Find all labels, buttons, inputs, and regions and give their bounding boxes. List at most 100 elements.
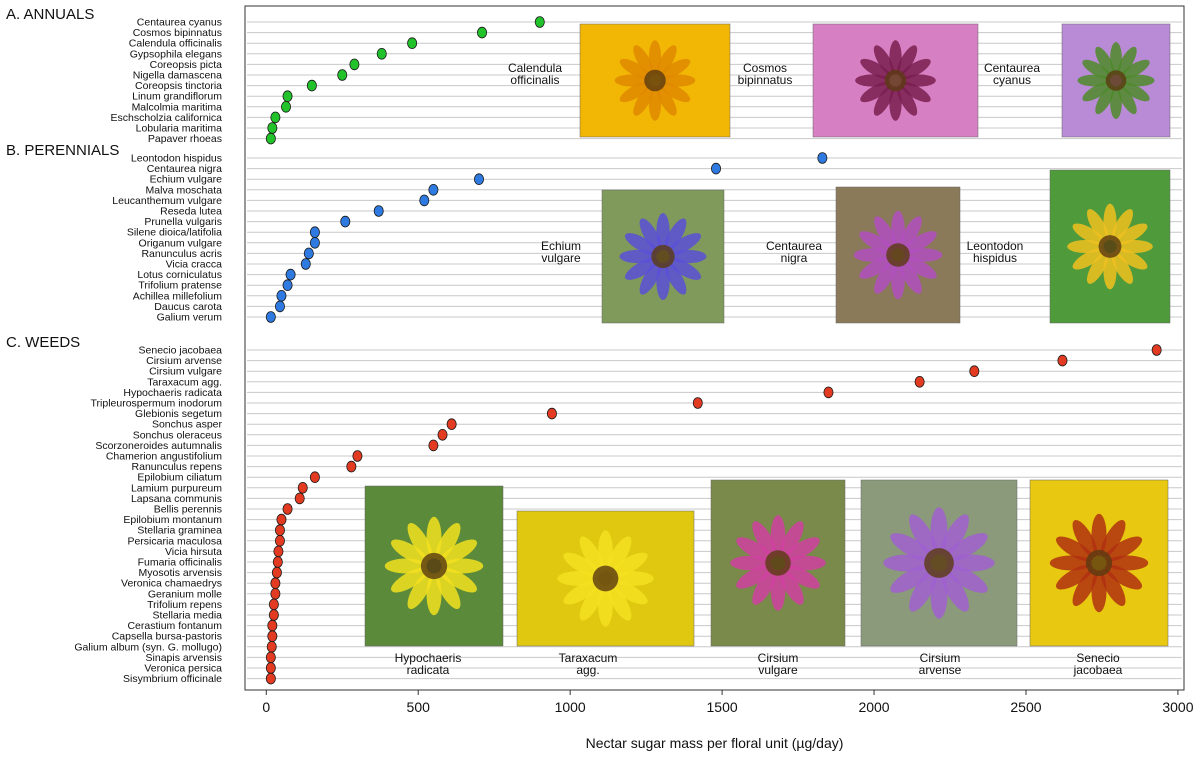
data-point <box>309 237 320 249</box>
species-label: Veronica chamaedrys <box>121 578 222 590</box>
data-point <box>271 566 282 579</box>
data-point <box>276 513 287 526</box>
flower-photo <box>835 186 961 324</box>
photo-centre <box>924 548 954 578</box>
data-point <box>373 205 384 217</box>
photo-caption: cyanus <box>993 73 1031 87</box>
photo-petal <box>563 552 600 577</box>
species-label: Stellaria graminea <box>137 525 222 537</box>
photo-caption: nigra <box>781 251 808 265</box>
data-point <box>823 386 834 399</box>
photo-caption: Centaurea <box>984 61 1040 75</box>
species-label: Gypsophila elegans <box>130 48 222 60</box>
photo-caption: Cosmos <box>743 61 787 75</box>
species-label: Myosotis arvensis <box>139 567 222 579</box>
species-label: Coreopsis tinctoria <box>135 80 222 92</box>
photo-centre <box>765 550 791 576</box>
species-label: Stellaria media <box>153 610 223 622</box>
photo-petal <box>909 569 938 612</box>
data-point <box>692 397 703 409</box>
flower-photo <box>710 479 846 647</box>
data-point <box>265 662 276 674</box>
species-label: Eschscholzia californica <box>111 112 223 124</box>
photo-petal <box>664 261 687 295</box>
photo-petal <box>859 256 893 279</box>
data-point <box>276 289 287 302</box>
photo-petal <box>752 568 777 605</box>
photo-centre <box>592 565 619 592</box>
data-point <box>266 640 277 653</box>
photo-petal <box>945 533 988 562</box>
species-label: Trifolium repens <box>147 599 222 611</box>
photo-petal <box>899 216 922 250</box>
photo-caption: radicata <box>407 663 450 677</box>
species-label: Centaurea cyanus <box>137 17 222 29</box>
data-point <box>309 226 320 239</box>
photo-petal <box>435 522 461 561</box>
data-point <box>346 460 357 473</box>
photo-petal <box>390 539 429 565</box>
photo-caption: Leontodon <box>967 239 1024 253</box>
photo-petal <box>1072 247 1106 270</box>
species-label: Tripleurospermum inodorum <box>91 398 223 410</box>
data-point <box>428 184 439 196</box>
flower-photo <box>1061 23 1171 138</box>
x-tick-label: 2500 <box>1010 699 1041 715</box>
photo-petal <box>1072 568 1098 607</box>
photo-centre <box>1098 235 1122 258</box>
species-label: Geranium molle <box>148 588 222 600</box>
species-label: Papaver rhoeas <box>148 133 222 145</box>
species-label: Vicia hirsuta <box>165 546 222 558</box>
species-label: Chamerion angustifolium <box>106 451 222 463</box>
photo-petal <box>619 58 651 80</box>
data-point <box>969 365 980 378</box>
photo-petal <box>873 85 895 116</box>
data-point <box>477 26 488 39</box>
photo-petal <box>1086 209 1109 242</box>
photo-petal <box>900 81 931 103</box>
photo-petal <box>873 45 895 76</box>
photo-petal <box>1104 564 1143 590</box>
data-point <box>1057 354 1068 367</box>
species-label: Lobularia maritima <box>136 123 223 135</box>
photo-petal <box>624 257 658 280</box>
data-point <box>282 503 293 515</box>
photo-petal <box>439 567 478 593</box>
species-label: Scorzoneroides autumnalis <box>95 440 222 452</box>
species-label: Silene dioica/latifolia <box>127 227 222 239</box>
photo-petal <box>607 536 632 573</box>
photo-caption: bipinnatus <box>738 73 793 87</box>
species-label: Cirsium vulgare <box>149 366 222 378</box>
photo-petal <box>1117 84 1137 115</box>
photo-petal <box>1055 536 1094 562</box>
data-point <box>309 471 320 484</box>
data-point <box>294 492 305 505</box>
species-label: Coreopsis picta <box>150 59 223 71</box>
photo-centre <box>886 243 910 267</box>
data-point <box>473 173 484 186</box>
species-label: Cosmos bipinnatus <box>133 27 222 39</box>
photo-petal <box>903 231 937 254</box>
group-label: A. ANNUALS <box>6 6 94 23</box>
photo-caption: Cirsium <box>920 651 961 665</box>
species-label: Vicia cracca <box>166 259 223 271</box>
species-label: Prunella vulgaris <box>144 216 222 228</box>
species-label: Origanum vulgare <box>139 237 223 249</box>
photo-petal <box>779 521 804 558</box>
photo-petal <box>1072 519 1098 558</box>
photo-petal <box>1086 251 1109 284</box>
species-label: Bellis perennis <box>154 504 222 516</box>
species-label: Trifolium pratense <box>138 280 222 292</box>
species-label: Centaurea nigra <box>147 163 222 175</box>
species-label: Capsella bursa-pastoris <box>112 631 222 643</box>
photo-caption: arvense <box>919 663 962 677</box>
data-point <box>267 122 278 134</box>
photo-petal <box>736 537 773 562</box>
data-point <box>1151 344 1162 356</box>
photo-petal <box>736 564 773 589</box>
x-tick-label: 500 <box>407 699 431 715</box>
photo-petal <box>633 85 654 116</box>
photo-petal <box>1120 81 1150 102</box>
photo-caption: jacobaea <box>1073 663 1123 677</box>
species-label: Glebionis segetum <box>135 408 222 420</box>
